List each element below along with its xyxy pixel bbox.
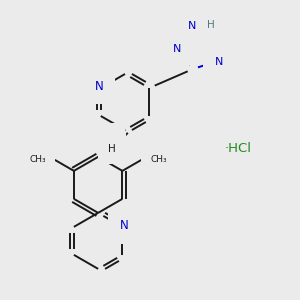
Text: H: H bbox=[207, 20, 215, 30]
Text: N: N bbox=[173, 44, 181, 54]
Text: ·HCl: ·HCl bbox=[225, 142, 252, 154]
Text: N: N bbox=[120, 219, 129, 232]
Text: N: N bbox=[214, 29, 222, 39]
Text: H: H bbox=[107, 133, 115, 143]
Text: N: N bbox=[188, 21, 196, 31]
Text: H: H bbox=[108, 144, 116, 154]
Text: CH₃: CH₃ bbox=[29, 155, 46, 164]
Text: N: N bbox=[214, 57, 223, 67]
Text: N: N bbox=[94, 80, 103, 92]
Text: CH₃: CH₃ bbox=[150, 155, 167, 164]
